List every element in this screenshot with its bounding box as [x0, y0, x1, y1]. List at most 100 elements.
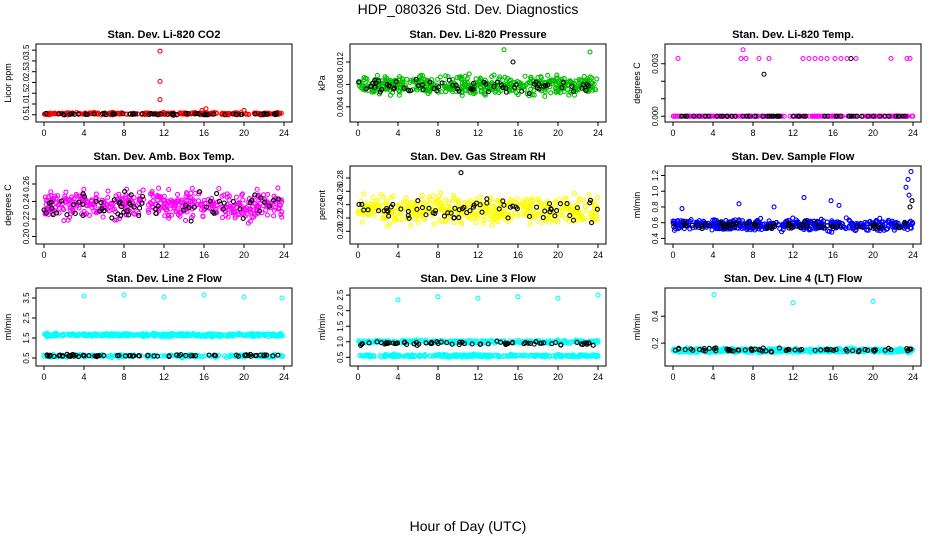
data-point: [359, 219, 365, 225]
data-point: [503, 89, 509, 95]
data-point: [120, 111, 126, 117]
data-point: [238, 112, 244, 118]
data-point: [838, 55, 844, 62]
data-point: [571, 88, 577, 94]
x-tick-label: 0: [355, 372, 360, 382]
x-tick-label: 4: [710, 128, 715, 138]
data-point: [240, 197, 246, 203]
data-point: [81, 186, 87, 192]
data-point: [740, 47, 746, 53]
data-point: [199, 107, 205, 114]
data-point: [105, 188, 111, 194]
data-point: [391, 85, 397, 91]
data-point: [909, 198, 915, 204]
data-point: [565, 79, 571, 85]
y-axis-label: ml/min: [632, 192, 642, 219]
data-point: [738, 55, 744, 62]
data-point: [468, 86, 474, 92]
data-point: [229, 203, 236, 210]
data-point: [219, 111, 225, 117]
y-tick-label: 0.24: [22, 193, 31, 209]
data-point: [555, 295, 561, 301]
data-point: [155, 112, 161, 118]
data-point: [679, 205, 685, 212]
data-point: [166, 186, 172, 193]
x-tick-label: 24: [279, 250, 289, 260]
data-point: [538, 219, 544, 226]
data-point: [477, 194, 483, 200]
data-point: [743, 55, 749, 62]
data-point: [203, 112, 209, 118]
data-point: [84, 111, 90, 117]
data-point: [105, 194, 111, 200]
data-point: [43, 110, 49, 116]
data-point: [431, 221, 437, 227]
data-point: [470, 86, 476, 92]
data-point: [571, 191, 578, 197]
data-point: [458, 170, 464, 176]
data-point: [81, 293, 87, 299]
data-point: [140, 187, 146, 193]
x-tick-label: 24: [908, 128, 918, 138]
data-point: [252, 111, 258, 117]
x-tick-label: 8: [750, 128, 755, 138]
data-point: [255, 111, 261, 117]
data-point: [361, 75, 367, 81]
data-point: [241, 107, 247, 114]
data-point: [419, 197, 425, 203]
x-tick-label: 16: [199, 250, 209, 260]
data-point: [812, 55, 818, 62]
data-point: [254, 186, 260, 192]
x-tick-label: 8: [435, 250, 440, 260]
y-tick-label: 0.2: [651, 337, 660, 349]
data-point: [194, 202, 200, 208]
figure-title: HDP_080326 Std. Dev. Diagnostics: [357, 1, 579, 17]
data-point: [702, 113, 708, 119]
data-point: [129, 111, 136, 117]
panel-title: Stan. Dev. Sample Flow: [732, 151, 855, 163]
data-point: [158, 111, 164, 117]
data-point: [584, 81, 590, 87]
data-point: [547, 78, 553, 84]
x-tick-label: 16: [199, 128, 209, 138]
data-point: [91, 111, 97, 117]
data-point: [478, 89, 484, 95]
data-point: [859, 113, 865, 119]
data-point: [515, 92, 521, 98]
data-point: [882, 113, 888, 119]
x-tick-label: 4: [81, 250, 86, 260]
data-point: [168, 212, 175, 218]
data-point: [279, 209, 285, 215]
data-point: [822, 113, 828, 119]
data-point: [152, 111, 158, 117]
x-tick-label: 16: [199, 372, 209, 382]
data-point: [491, 83, 497, 90]
data-point: [435, 76, 441, 82]
data-point: [279, 214, 285, 220]
data-point: [888, 113, 894, 119]
data-point: [581, 197, 587, 203]
y-tick-label: 0.5: [22, 109, 31, 121]
data-point: [909, 113, 915, 119]
x-tick-label: 4: [710, 372, 715, 382]
data-point: [50, 196, 56, 202]
y-axis-label: degrees C: [632, 62, 642, 104]
data-point: [148, 110, 154, 117]
x-tick-label: 12: [788, 250, 798, 260]
data-point: [471, 80, 477, 86]
y-tick-label: 0.26: [22, 176, 31, 192]
data-point: [579, 85, 585, 91]
x-tick-label: 24: [908, 250, 918, 260]
data-point: [672, 113, 678, 119]
data-point: [828, 198, 834, 204]
data-point: [145, 207, 151, 213]
x-tick-label: 12: [473, 250, 483, 260]
data-point: [536, 81, 542, 87]
data-point: [555, 219, 561, 225]
y-tick-label: 1.2: [651, 169, 660, 181]
data-point: [136, 189, 142, 196]
data-point: [264, 212, 271, 218]
x-tick-label: 16: [513, 250, 523, 260]
x-tick-label: 24: [593, 250, 603, 260]
